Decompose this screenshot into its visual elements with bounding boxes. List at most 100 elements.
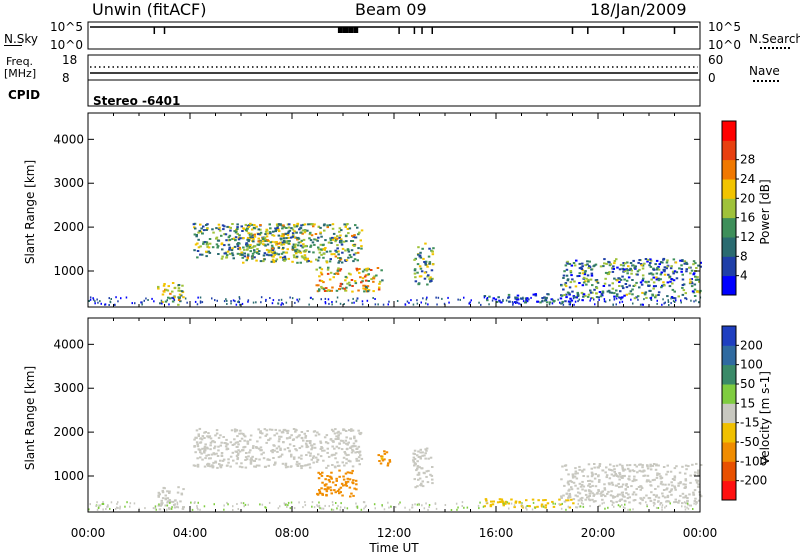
ground-scatter-cell — [542, 505, 545, 508]
heatmap-cell — [670, 278, 673, 280]
ground-scatter-cell — [404, 303, 407, 306]
heatmap-cell — [313, 238, 316, 241]
x-tick-labels: 00:00 04:00 08:00 12:00 16:00 20:00 00:00 — [71, 526, 718, 540]
heatmap-cell — [418, 265, 422, 268]
heatmap-cell — [240, 251, 243, 254]
heatmap-cell — [587, 489, 591, 492]
ground-scatter-cell — [382, 303, 385, 306]
heatmap-cell — [416, 465, 420, 468]
heatmap-cell — [694, 497, 697, 500]
heatmap-cell — [247, 225, 250, 228]
heatmap-cell — [361, 270, 365, 273]
heatmap-cell — [671, 288, 675, 291]
heatmap-cell — [205, 241, 209, 244]
heatmap-cell — [348, 254, 352, 257]
heatmap-cell — [312, 251, 315, 254]
heatmap-cell — [684, 292, 687, 295]
heatmap-cell — [571, 278, 574, 281]
heatmap-cell — [312, 430, 316, 433]
ground-scatter-cell — [622, 506, 625, 509]
heatmap-cell — [341, 247, 345, 250]
heatmap-cell — [316, 259, 320, 262]
ground-scatter-cell — [304, 501, 306, 504]
heatmap-cell — [272, 457, 275, 459]
heatmap-cell — [262, 243, 265, 246]
ground-scatter-cell — [686, 502, 689, 505]
heatmap-cell — [200, 437, 203, 440]
heatmap-cell — [297, 236, 300, 239]
heatmap-cell — [649, 259, 653, 262]
heatmap-cell — [586, 496, 589, 499]
heatmap-cell — [582, 281, 586, 284]
heatmap-cell — [587, 480, 590, 482]
heatmap-cell — [588, 260, 591, 263]
heatmap-cell — [251, 257, 254, 260]
heatmap-cell — [288, 229, 292, 232]
heatmap-cell — [331, 445, 334, 448]
colorbar-tick-label: 8 — [740, 249, 748, 263]
heatmap-cell — [624, 488, 628, 491]
heatmap-cell — [171, 290, 174, 293]
heatmap-cell — [265, 228, 268, 231]
heatmap-cell — [245, 230, 249, 233]
heatmap-cell — [350, 249, 354, 252]
ground-scatter-cell — [277, 507, 280, 510]
heatmap-cell — [338, 464, 341, 467]
heatmap-cell — [215, 227, 218, 230]
power-ylabel: Slant Range [km] — [23, 160, 37, 264]
heatmap-cell — [430, 474, 434, 477]
ground-scatter-cell — [629, 508, 631, 511]
heatmap-cell — [255, 225, 258, 228]
heatmap-cell — [319, 226, 322, 229]
heatmap-cell — [381, 279, 384, 282]
ground-scatter-cell — [427, 303, 429, 306]
heatmap-cell — [348, 478, 352, 481]
heatmap-cell — [269, 249, 272, 252]
heatmap-cell — [590, 274, 594, 277]
heatmap-cell — [321, 449, 324, 452]
heatmap-cell — [353, 437, 356, 440]
heatmap-cell — [424, 262, 427, 265]
heatmap-cell — [298, 250, 302, 253]
heatmap-cell — [356, 259, 359, 262]
heatmap-cell — [273, 463, 276, 466]
y-tick-label: 3000 — [53, 381, 84, 395]
ground-scatter-cell — [230, 300, 232, 303]
ground-scatter-cell — [520, 503, 523, 506]
ground-scatter-cell — [639, 303, 642, 306]
nsky-legend-line — [4, 45, 22, 46]
ground-scatter-cell — [557, 298, 559, 301]
heatmap-cell — [346, 443, 349, 446]
heatmap-cell — [240, 225, 243, 228]
ground-scatter-cell — [199, 296, 202, 299]
heatmap-cell — [610, 291, 614, 294]
heatmap-cell — [565, 274, 569, 277]
heatmap-cell — [287, 242, 290, 245]
heatmap-cell — [333, 453, 336, 456]
heatmap-cell — [646, 260, 649, 263]
ground-scatter-cell — [692, 508, 694, 510]
heatmap-cell — [672, 279, 676, 282]
heatmap-cell — [284, 466, 288, 469]
heatmap-cell — [576, 293, 580, 296]
heatmap-cell — [302, 245, 306, 248]
heatmap-cell — [307, 451, 310, 454]
heatmap-cell — [635, 479, 638, 482]
heatmap-cell — [180, 492, 183, 495]
heatmap-cell — [314, 434, 318, 437]
ground-scatter-cell — [665, 505, 668, 508]
heatmap-cell — [344, 225, 347, 228]
heatmap-cell — [236, 252, 240, 255]
colorbar-segment — [722, 237, 736, 257]
heatmap-cell — [652, 463, 656, 465]
heatmap-cell — [195, 234, 198, 236]
ground-scatter-cell — [116, 502, 118, 505]
heatmap-cell — [678, 471, 682, 474]
heatmap-cell — [645, 480, 649, 483]
heatmap-cell — [351, 240, 355, 242]
heatmap-cell — [601, 498, 604, 501]
heatmap-cell — [286, 248, 289, 251]
heatmap-cell — [560, 284, 563, 287]
ground-scatter-cell — [322, 507, 325, 510]
heatmap-cell — [593, 288, 596, 291]
